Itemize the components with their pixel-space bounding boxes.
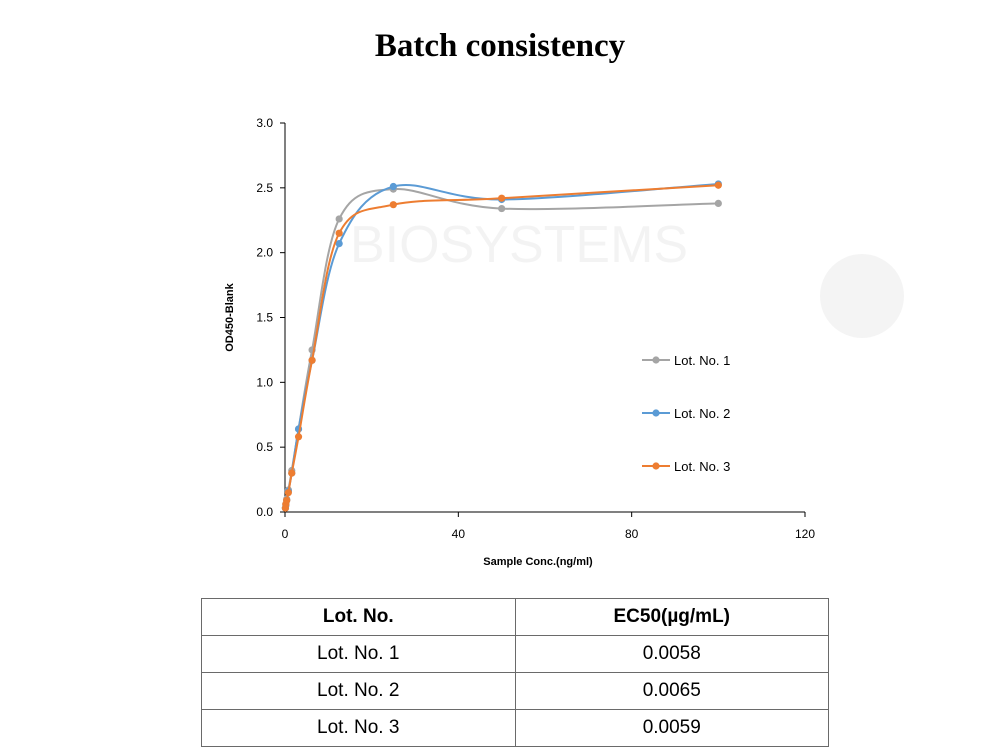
y-tick-label: 3.0: [256, 116, 273, 130]
y-tick-label: 1.0: [256, 375, 273, 389]
y-tick-label: 0.0: [256, 505, 273, 519]
data-point: [335, 229, 343, 237]
data-point: [335, 215, 343, 223]
header-lot-no: Lot. No.: [201, 598, 516, 636]
legend-item-2: Lot. No. 2: [642, 406, 730, 421]
x-tick-label: 120: [795, 527, 815, 541]
watermark: BIOSYSTEMS: [350, 216, 904, 338]
data-point: [284, 488, 292, 497]
x-tick-label: 0: [282, 527, 289, 541]
data-point: [389, 182, 397, 191]
lot-cell: Lot. No. 2: [201, 672, 516, 710]
x-axis-title: Sample Conc.(ng/ml): [483, 556, 593, 568]
chart-title: Batch consistency: [374, 28, 626, 64]
lot-cell: Lot. No. 1: [201, 635, 516, 673]
data-point: [294, 433, 303, 441]
x-tick-label: 80: [625, 527, 639, 541]
lot-cell: Lot. No. 3: [201, 709, 516, 747]
table-header-row: Lot. No. EC50(µg/mL): [201, 598, 829, 636]
y-tick-label: 0.5: [256, 440, 273, 454]
data-point: [389, 201, 397, 209]
x-tick-label: 40: [452, 527, 466, 541]
legend-label: Lot. No. 3: [674, 459, 730, 474]
data-point: [308, 356, 316, 364]
data-point: [498, 194, 506, 202]
series-layer: [281, 180, 722, 512]
y-tick-label: 2.0: [256, 246, 273, 260]
svg-text:BIOSYSTEMS: BIOSYSTEMS: [350, 216, 688, 274]
data-point: [288, 469, 296, 477]
data-point: [335, 239, 343, 248]
legend-label: Lot. No. 2: [674, 406, 730, 421]
data-point: [498, 204, 506, 213]
legend-item-1: Lot. No. 1: [642, 353, 730, 368]
ec50-cell: 0.0059: [514, 709, 829, 747]
header-ec50: EC50(µg/mL): [514, 598, 829, 636]
table-row: Lot. No. 2 0.0065: [201, 672, 829, 710]
data-point: [714, 181, 722, 189]
ec50-cell: 0.0058: [514, 635, 829, 673]
legend-swatch-marker: [652, 409, 660, 417]
data-point: [714, 199, 722, 207]
y-tick-label: 1.5: [256, 311, 273, 325]
chart: BIOSYSTEMS 0.0 0.5 1.0 1.5 2.0 2.5 3.0 0 40 80 120…: [224, 116, 904, 568]
y-tick-label: 2.5: [256, 181, 273, 195]
data-point: [283, 496, 291, 504]
legend-swatch-marker: [652, 356, 660, 364]
ec50-table: Lot. No. EC50(µg/mL) Lot. No. 1 0.0058 L…: [201, 598, 829, 747]
ec50-cell: 0.0065: [514, 672, 829, 710]
legend-label: Lot. No. 1: [674, 353, 730, 368]
legend: Lot. No. 1 Lot. No. 2 Lot. No. 3: [642, 353, 730, 474]
axes: 0.0 0.5 1.0 1.5 2.0 2.5 3.0 0 40 80 120 Sample Conc…: [224, 116, 815, 568]
table-row: Lot. No. 1 0.0058: [201, 635, 829, 673]
y-axis-title: OD450-Blank: [224, 282, 236, 351]
table-row: Lot. No. 3 0.0059: [201, 709, 829, 747]
legend-swatch-marker: [652, 462, 660, 470]
series-3: [281, 181, 722, 512]
legend-item-3: Lot. No. 3: [642, 459, 730, 474]
